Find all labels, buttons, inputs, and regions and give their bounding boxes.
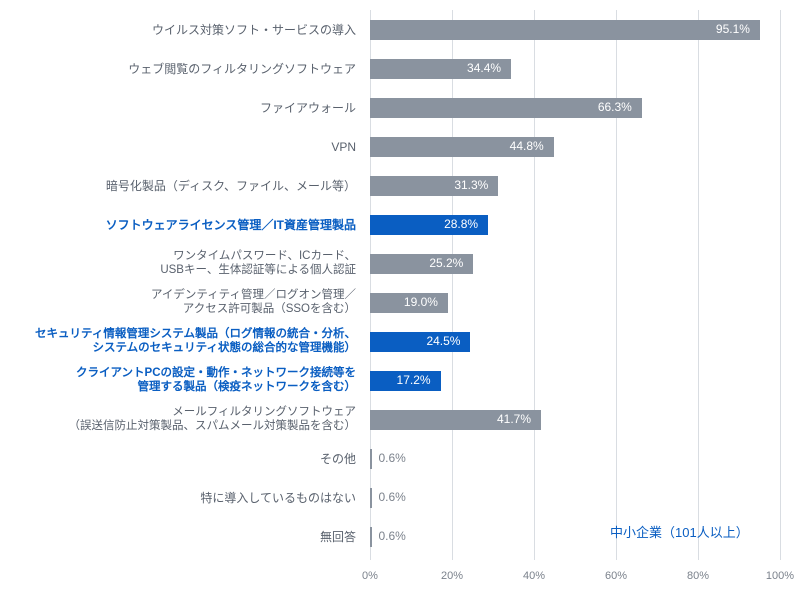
bar-label: クライアントPCの設定・動作・ネットワーク接続等を管理する製品（検疫ネットワーク…: [0, 367, 360, 395]
bar-label: セキュリティ情報管理システム製品（ログ情報の統合・分析、システムのセキュリティ状…: [0, 328, 360, 356]
bar-label: ワンタイムパスワード、ICカード、USBキー、生体認証等による個人認証: [0, 250, 360, 278]
bar-value: 28.8%: [444, 217, 478, 231]
chart-row: ファイアウォール 66.3%: [0, 94, 800, 122]
x-axis-tick: 100%: [766, 570, 794, 582]
chart-row: ソフトウェアライセンス管理／IT資産管理製品 28.8%: [0, 211, 800, 239]
x-axis-tick: 0%: [362, 570, 378, 582]
bar-value: 0.6%: [378, 529, 405, 543]
bar-value: 95.1%: [716, 22, 750, 36]
bar-value: 17.2%: [397, 373, 431, 387]
x-axis-tick: 60%: [605, 570, 627, 582]
bar-label: 特に導入しているものはない: [0, 491, 360, 505]
bar-label: ファイアウォール: [0, 101, 360, 115]
gridline: [780, 10, 781, 560]
x-axis-tick: 20%: [441, 570, 463, 582]
chart-row: ワンタイムパスワード、ICカード、USBキー、生体認証等による個人認証 25.2%: [0, 250, 800, 278]
bar-label: VPN: [0, 140, 360, 154]
x-axis-tick: 40%: [523, 570, 545, 582]
x-axis-tick: 80%: [687, 570, 709, 582]
bar-label: ウイルス対策ソフト・サービスの導入: [0, 23, 360, 37]
bar-chart: ウイルス対策ソフト・サービスの導入 95.1% ウェブ閲覧のフィルタリングソフトウェ…: [0, 10, 800, 590]
chart-row: ウイルス対策ソフト・サービスの導入 95.1%: [0, 16, 800, 44]
plot-area: [370, 10, 780, 560]
chart-row: VPN 44.8%: [0, 133, 800, 161]
bar: [370, 527, 372, 547]
bar-label: ソフトウェアライセンス管理／IT資産管理製品: [0, 218, 360, 232]
chart-row: セキュリティ情報管理システム製品（ログ情報の統合・分析、システムのセキュリティ状…: [0, 328, 800, 356]
bar: [370, 488, 372, 508]
bar-label: その他: [0, 452, 360, 466]
bar-value: 0.6%: [378, 451, 405, 465]
chart-row: メールフィルタリングソフトウェア（誤送信防止対策製品、スパムメール対策製品を含む…: [0, 406, 800, 434]
bar-value: 19.0%: [404, 295, 438, 309]
legend-text: 中小企業（101人以上）: [610, 522, 749, 541]
chart-row: クライアントPCの設定・動作・ネットワーク接続等を管理する製品（検疫ネットワーク…: [0, 367, 800, 395]
chart-row: ウェブ閲覧のフィルタリングソフトウェア 34.4%: [0, 55, 800, 83]
bar-value: 66.3%: [598, 100, 632, 114]
gridline: [698, 10, 699, 560]
gridline: [370, 10, 371, 560]
bar-label: メールフィルタリングソフトウェア（誤送信防止対策製品、スパムメール対策製品を含む…: [0, 406, 360, 434]
bar-label: 無回答: [0, 530, 360, 544]
bar: [370, 20, 760, 40]
gridline: [616, 10, 617, 560]
bar-value: 31.3%: [454, 178, 488, 192]
gridline: [452, 10, 453, 560]
bar-value: 24.5%: [426, 334, 460, 348]
bar-value: 34.4%: [467, 61, 501, 75]
bar-value: 0.6%: [378, 490, 405, 504]
bar-label: 暗号化製品（ディスク、ファイル、メール等）: [0, 179, 360, 193]
chart-row: 特に導入しているものはない 0.6%: [0, 484, 800, 512]
bar-value: 44.8%: [510, 139, 544, 153]
bar-value: 41.7%: [497, 412, 531, 426]
bar-label: アイデンティティ管理／ログオン管理／アクセス許可製品（SSOを含む）: [0, 289, 360, 317]
chart-row: アイデンティティ管理／ログオン管理／アクセス許可製品（SSOを含む） 19.0%: [0, 289, 800, 317]
chart-row: 暗号化製品（ディスク、ファイル、メール等） 31.3%: [0, 172, 800, 200]
bar: [370, 449, 372, 469]
bar-value: 25.2%: [429, 256, 463, 270]
chart-row: その他 0.6%: [0, 445, 800, 473]
gridline: [534, 10, 535, 560]
bar-label: ウェブ閲覧のフィルタリングソフトウェア: [0, 62, 360, 76]
